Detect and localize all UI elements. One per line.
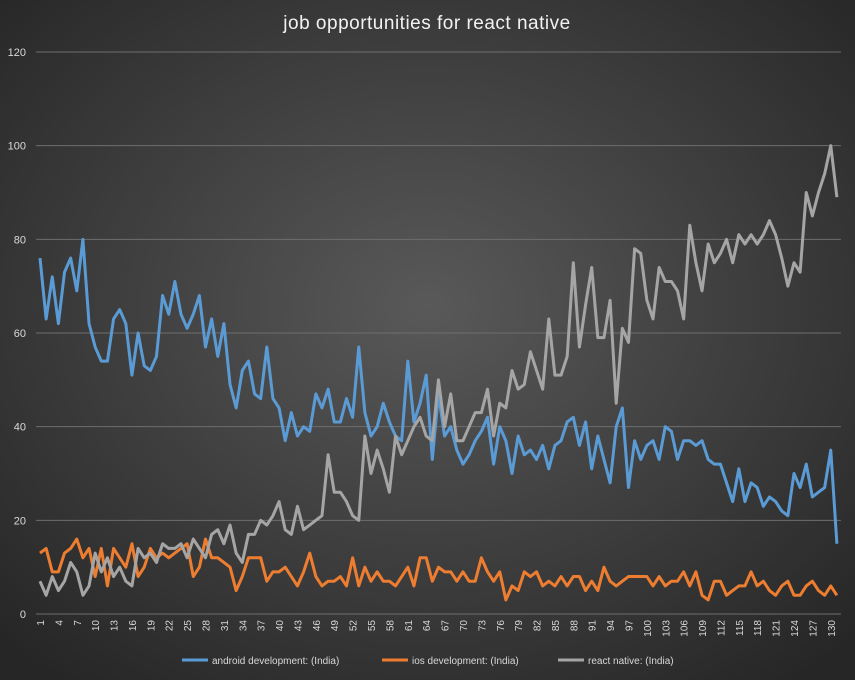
legend-label: ios development: (India) — [412, 656, 519, 667]
x-tick-label: 76 — [496, 620, 507, 632]
x-tick-label: 88 — [569, 620, 580, 632]
x-tick-label: 25 — [183, 620, 194, 632]
x-tick-label: 121 — [772, 620, 783, 637]
x-tick-label: 85 — [551, 620, 562, 632]
x-tick-label: 19 — [146, 620, 157, 632]
x-tick-label: 37 — [257, 620, 268, 632]
x-tick-label: 118 — [753, 620, 764, 636]
x-tick-label: 31 — [220, 620, 231, 632]
chart-title: job opportunities for react native — [282, 13, 570, 34]
x-tick-label: 40 — [275, 620, 286, 632]
x-tick-label: 13 — [110, 620, 121, 632]
x-tick-label: 103 — [661, 620, 672, 637]
x-tick-label: 7 — [73, 620, 84, 626]
x-tick-label: 4 — [54, 620, 65, 626]
x-tick-label: 22 — [165, 620, 176, 632]
x-tick-label: 34 — [238, 620, 249, 632]
x-tick-label: 82 — [533, 620, 544, 632]
x-tick-label: 58 — [385, 620, 396, 632]
x-tick-label: 46 — [312, 620, 323, 632]
x-tick-label: 109 — [698, 620, 709, 637]
y-tick-label: 120 — [8, 47, 26, 59]
y-tick-label: 0 — [20, 609, 26, 621]
legend-label: react native: (India) — [588, 656, 674, 667]
y-tick-label: 80 — [14, 234, 26, 246]
x-tick-label: 91 — [588, 620, 599, 632]
x-tick-label: 16 — [128, 620, 139, 632]
x-tick-label: 106 — [680, 620, 691, 637]
x-tick-label: 73 — [477, 620, 488, 632]
x-tick-label: 10 — [91, 620, 102, 632]
x-tick-label: 52 — [349, 620, 360, 632]
x-tick-label: 115 — [735, 620, 746, 636]
x-tick-label: 100 — [643, 620, 654, 637]
legend-label: android development: (India) — [212, 656, 339, 667]
series-line — [39, 537, 839, 602]
x-tick-label: 130 — [827, 620, 838, 637]
x-tick-label: 94 — [606, 620, 617, 632]
y-tick-label: 40 — [14, 422, 26, 434]
y-tick-label: 60 — [14, 328, 26, 340]
x-tick-label: 28 — [202, 620, 213, 632]
x-tick-label: 61 — [404, 620, 415, 632]
x-tick-label: 97 — [624, 620, 635, 632]
x-tick-label: 79 — [514, 620, 525, 632]
x-tick-label: 49 — [330, 620, 341, 632]
x-tick-label: 64 — [422, 620, 433, 632]
series-line — [38, 144, 839, 597]
y-tick-label: 100 — [8, 141, 26, 153]
x-tick-label: 124 — [790, 620, 801, 637]
y-tick-label: 20 — [14, 515, 26, 527]
x-tick-label: 43 — [293, 620, 304, 632]
x-tick-label: 67 — [441, 620, 452, 632]
x-tick-label: 112 — [716, 620, 727, 636]
x-tick-label: 127 — [808, 620, 819, 637]
x-tick-label: 1 — [36, 620, 47, 626]
x-tick-label: 70 — [459, 620, 470, 632]
x-tick-label: 55 — [367, 620, 378, 632]
